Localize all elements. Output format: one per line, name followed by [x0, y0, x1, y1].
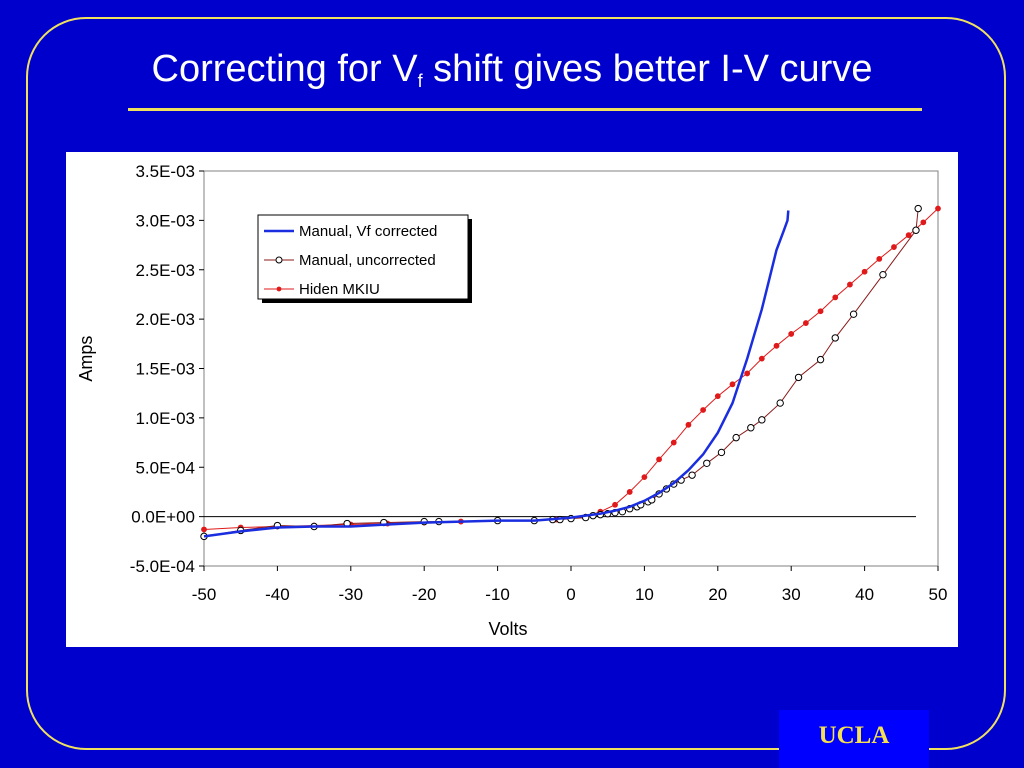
x-tick-label: 20	[708, 585, 727, 604]
y-tick-label: 3.5E-03	[135, 162, 195, 181]
x-tick-label: 30	[782, 585, 801, 604]
data-point-hiden	[891, 244, 897, 250]
chart-container: -5.0E-04 0.0E+00 5.0E-04 1.0E-03 1.5E-03 2.0E…	[66, 152, 958, 647]
title-main: Correcting for V	[151, 48, 418, 90]
x-tick-label: 50	[929, 585, 948, 604]
x-tick-label: -40	[265, 585, 290, 604]
x-tick-label: -10	[485, 585, 510, 604]
y-tick-label: 0.0E+00	[131, 508, 195, 527]
slide-frame	[26, 17, 1006, 750]
data-point-uncorrected	[912, 226, 920, 234]
series-line-0	[203, 210, 790, 538]
data-point-uncorrected	[758, 416, 766, 424]
data-point-uncorrected	[688, 471, 696, 479]
data-point-hiden	[700, 407, 707, 413]
slide-title: Correcting for Vf shift gives better I-V…	[0, 48, 1024, 92]
x-tick-label: 0	[566, 585, 575, 604]
data-point-uncorrected	[794, 373, 803, 382]
data-point-hiden	[670, 439, 677, 446]
x-tick-label: -20	[412, 585, 437, 604]
y-tick-label: 2.5E-03	[135, 261, 195, 280]
data-point-hiden	[626, 489, 633, 495]
data-point-hiden	[832, 294, 839, 301]
data-point-hiden	[905, 232, 912, 239]
legend-swatch-marker	[275, 256, 283, 264]
data-point-hiden	[744, 370, 751, 377]
data-point-hiden	[714, 393, 721, 400]
y-tick-label: 1.0E-03	[135, 409, 195, 428]
legend-entry-label: Manual, Vf corrected	[299, 223, 437, 240]
legend-entry-label: Hiden MKIU	[299, 281, 380, 298]
data-point-hiden	[802, 320, 809, 326]
x-tick-label: -30	[339, 585, 364, 604]
data-point-uncorrected	[776, 399, 784, 407]
y-tick-label: 1.5E-03	[135, 360, 195, 379]
data-point-hiden	[758, 355, 765, 362]
data-point-hiden	[935, 205, 941, 212]
data-point-hiden	[773, 342, 780, 349]
legend-swatch-marker	[276, 286, 282, 292]
data-point-hiden	[641, 474, 648, 481]
data-point-hiden	[201, 526, 207, 533]
iv-chart: -5.0E-04 0.0E+00 5.0E-04 1.0E-03 1.5E-03 2.0E…	[76, 162, 948, 639]
title-underline	[128, 108, 922, 111]
data-point-uncorrected	[831, 334, 839, 342]
data-point-hiden	[861, 268, 868, 275]
legend-entry-label: Manual, uncorrected	[299, 252, 436, 269]
data-point-uncorrected	[914, 204, 922, 213]
x-axis-label: Volts	[488, 619, 527, 639]
x-tick-label: -50	[192, 585, 217, 604]
y-tick-label: 2.0E-03	[135, 310, 195, 329]
y-axis-label: Amps	[76, 336, 96, 382]
title-rest: shift gives better I-V curve	[422, 48, 873, 90]
x-tick-label: 10	[635, 585, 654, 604]
data-point-hiden	[817, 308, 824, 315]
data-point-hiden	[847, 281, 853, 288]
data-point-hiden	[656, 456, 662, 463]
data-point-hiden	[920, 219, 927, 226]
data-point-uncorrected	[747, 424, 755, 432]
data-point-hiden	[876, 255, 883, 262]
data-point-uncorrected	[816, 355, 825, 364]
data-point-hiden	[788, 331, 795, 337]
data-point-uncorrected	[849, 310, 858, 318]
y-tick-label: 3.0E-03	[135, 211, 195, 230]
y-tick-label: 5.0E-04	[135, 458, 195, 477]
title-subscript: f	[417, 71, 423, 91]
data-point-uncorrected	[703, 459, 711, 467]
data-point-hiden	[729, 381, 736, 388]
data-point-hiden	[685, 421, 692, 428]
data-point-hiden	[612, 501, 618, 508]
x-tick-label: 40	[855, 585, 874, 604]
data-point-uncorrected	[717, 448, 726, 457]
data-point-uncorrected	[732, 433, 740, 442]
y-tick-label: -5.0E-04	[130, 557, 195, 576]
ucla-badge: UCLA	[779, 710, 929, 768]
legend-box	[257, 214, 469, 300]
data-point-uncorrected	[879, 270, 887, 279]
